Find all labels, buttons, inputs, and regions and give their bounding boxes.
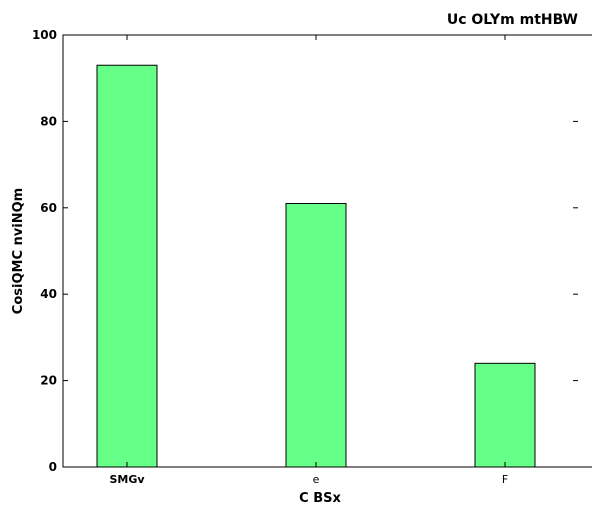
x-tick-label-F: F (502, 473, 508, 486)
y-axis-label: CosiQMC nviNQm (11, 188, 26, 314)
x-axis-ticks: SMGv e F (109, 35, 508, 486)
x-tick-label-e: e (313, 473, 320, 486)
y-tick-label-100: 100 (32, 28, 57, 42)
bar-F (474, 362, 536, 468)
bar-e (285, 202, 347, 468)
y-tick-label-20: 20 (40, 374, 57, 388)
chart-title: Uc OLYm mtHBW (447, 12, 578, 28)
y-tick-label-60: 60 (40, 201, 57, 215)
y-axis-ticks: 0 20 40 60 80 100 (32, 28, 578, 474)
y-tick-label-80: 80 (40, 114, 57, 128)
x-tick-label-SMGv: SMGv (109, 473, 145, 486)
x-axis-label: C BSx (299, 491, 341, 506)
y-tick-label-0: 0 (49, 460, 57, 474)
bar-SMGv (96, 64, 158, 468)
y-tick-label-40: 40 (40, 287, 57, 301)
bars-group (96, 64, 536, 468)
